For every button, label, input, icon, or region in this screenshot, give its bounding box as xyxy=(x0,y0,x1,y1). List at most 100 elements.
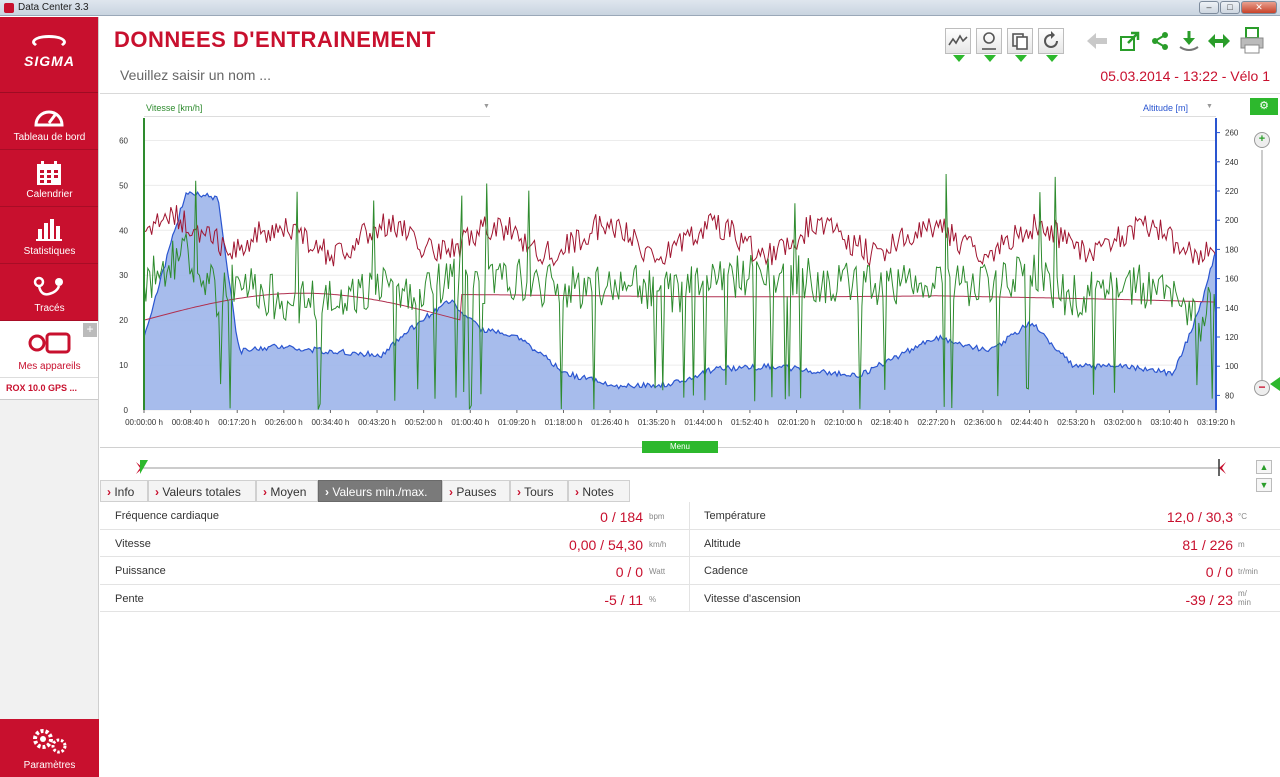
x-tick-label: 02:44:40 h xyxy=(1011,418,1049,427)
y-left-tick-label: 50 xyxy=(119,181,128,190)
chart-settings-button[interactable]: ⚙ xyxy=(1250,98,1278,115)
download-icon[interactable] xyxy=(1177,29,1201,53)
x-tick-label: 00:34:40 h xyxy=(312,418,350,427)
x-tick-label: 03:19:20 h xyxy=(1197,418,1235,427)
stat-value: 81 / 226 xyxy=(1182,536,1233,553)
expand-horizontal-icon[interactable] xyxy=(1207,29,1231,53)
x-tick-label: 00:17:20 h xyxy=(218,418,256,427)
x-tick-label: 02:18:40 h xyxy=(871,418,909,427)
map-icon xyxy=(982,32,996,50)
tab-average[interactable]: › Moyen xyxy=(256,480,318,502)
collapse-up-button[interactable]: ▲ xyxy=(1256,460,1272,474)
add-device-button[interactable]: + xyxy=(83,323,97,337)
app-icon xyxy=(4,3,14,13)
session-date-info: 05.03.2014 - 13:22 - Vélo 1 xyxy=(1100,68,1270,84)
zoom-out-button[interactable]: − xyxy=(1254,380,1270,396)
x-tick-label: 02:27:20 h xyxy=(917,418,955,427)
left-axis-selector[interactable]: Vitesse [km/h] xyxy=(146,103,203,113)
y-right-tick-label: 220 xyxy=(1225,187,1239,196)
zoom-handle-icon[interactable] xyxy=(1270,377,1280,391)
route-icon xyxy=(33,276,63,296)
menu-tab[interactable]: Menu xyxy=(642,441,718,453)
sidebar-item-devices[interactable]: + Mes appareils xyxy=(0,321,98,378)
x-tick-label: 00:00:00 h xyxy=(125,418,163,427)
share-icon[interactable] xyxy=(1148,29,1172,53)
calendar-icon xyxy=(37,161,61,185)
tab-label: Pauses xyxy=(456,485,497,499)
tab-label: Valeurs min./max. xyxy=(332,485,428,499)
y-right-tick-label: 240 xyxy=(1225,158,1239,167)
print-icon[interactable] xyxy=(1239,27,1265,55)
settings-button[interactable]: Paramètres xyxy=(0,719,99,777)
detail-tabs: › Info › Valeurs totales › Moyen › Valeu… xyxy=(100,480,1280,502)
y-right-tick-label: 80 xyxy=(1225,391,1234,400)
tab-notes[interactable]: › Notes xyxy=(568,480,630,502)
training-chart[interactable]: 0 10 20 30 40 50 60 80 100 120 140 160 180 200 220 240 2… xyxy=(100,94,1250,449)
tab-pauses[interactable]: › Pauses xyxy=(442,480,510,502)
close-button[interactable]: ✕ xyxy=(1241,1,1277,14)
stat-unit: m xyxy=(1238,539,1245,549)
x-tick-label: 00:52:00 h xyxy=(405,418,443,427)
x-tick-label: 00:26:00 h xyxy=(265,418,303,427)
x-tick-label: 01:00:40 h xyxy=(451,418,489,427)
refresh-button[interactable] xyxy=(1038,28,1064,62)
stat-value: 0 / 0 xyxy=(1205,564,1233,580)
copy-icon xyxy=(1012,33,1028,50)
tab-total-values[interactable]: › Valeurs totales xyxy=(148,480,256,502)
maximize-button[interactable]: □ xyxy=(1220,1,1240,14)
stat-unit: % xyxy=(649,594,657,604)
back-arrow-icon[interactable] xyxy=(1085,29,1109,53)
stat-value: -39 / 23 xyxy=(1185,591,1233,608)
stat-unit: km/h xyxy=(649,539,667,549)
stat-value: 12,0 / 30,3 xyxy=(1166,509,1233,525)
zoom-in-button[interactable]: + xyxy=(1254,132,1270,148)
tab-label: Moyen xyxy=(270,485,307,499)
device-item[interactable]: ROX 10.0 GPS ... xyxy=(0,378,98,400)
x-tick-label: 02:53:20 h xyxy=(1057,418,1095,427)
stat-value: -5 / 11 xyxy=(604,591,643,608)
sidebar-item-calendar[interactable]: Calendrier xyxy=(0,150,98,207)
altitude-area xyxy=(144,191,1216,410)
x-tick-label: 00:08:40 h xyxy=(172,418,210,427)
y-right-tick-label: 120 xyxy=(1225,333,1239,342)
tab-laps[interactable]: › Tours xyxy=(510,480,568,502)
table-row: Pente -5 / 11 % Vitesse d'ascension -39 … xyxy=(100,584,1280,612)
range-slider[interactable] xyxy=(136,454,1226,476)
table-row: Fréquence cardiaque 0 / 184 bpm Températ… xyxy=(100,502,1280,530)
right-axis-selector[interactable]: Altitude [m] xyxy=(1143,103,1189,113)
table-row: Puissance 0 / 0 Watt Cadence 0 / 0 tr/mi… xyxy=(100,557,1280,585)
export-icon[interactable] xyxy=(1118,29,1142,53)
x-tick-label: 01:44:00 h xyxy=(684,418,722,427)
training-name-input[interactable] xyxy=(120,67,520,83)
x-tick-label: 02:01:20 h xyxy=(778,418,816,427)
sidebar-item-label: Tracés xyxy=(34,303,65,314)
minimize-button[interactable]: – xyxy=(1199,1,1219,14)
tab-label: Tours xyxy=(524,485,554,499)
chart-view-button[interactable] xyxy=(945,28,971,62)
map-view-button[interactable] xyxy=(976,28,1002,62)
logo-swoosh-icon xyxy=(32,35,66,49)
refresh-icon xyxy=(1044,31,1058,48)
bar-chart-icon xyxy=(36,219,62,241)
sidebar-item-label: Statistiques xyxy=(23,246,76,257)
tab-min-max[interactable]: › Valeurs min./max. xyxy=(318,480,442,502)
y-right-tick-label: 260 xyxy=(1225,129,1239,138)
zoom-slider[interactable]: + − xyxy=(1254,132,1270,402)
left-axis-dropdown-icon[interactable]: ▼ xyxy=(483,103,490,110)
table-row: Vitesse 0,00 / 54,30 km/h Altitude 81 / … xyxy=(100,529,1280,557)
collapse-down-button[interactable]: ▼ xyxy=(1256,478,1272,492)
y-left-tick-label: 0 xyxy=(124,406,129,415)
y-right-tick-label: 180 xyxy=(1225,245,1239,254)
x-tick-label: 03:10:40 h xyxy=(1150,418,1188,427)
sidebar-item-statistics[interactable]: Statistiques xyxy=(0,207,98,264)
stat-label: Vitesse d'ascension xyxy=(704,592,801,605)
sidebar-item-tracks[interactable]: Tracés xyxy=(0,264,98,321)
sidebar-item-label: Calendrier xyxy=(26,189,73,200)
stat-label: Vitesse xyxy=(115,537,151,550)
right-axis-dropdown-icon[interactable]: ▼ xyxy=(1206,103,1213,110)
compare-button[interactable] xyxy=(1007,28,1033,62)
tab-info[interactable]: › Info xyxy=(100,480,148,502)
min-max-table: Fréquence cardiaque 0 / 184 bpm Températ… xyxy=(100,502,1280,612)
sidebar-item-dashboard[interactable]: Tableau de bord xyxy=(0,93,98,150)
divider xyxy=(144,116,490,117)
